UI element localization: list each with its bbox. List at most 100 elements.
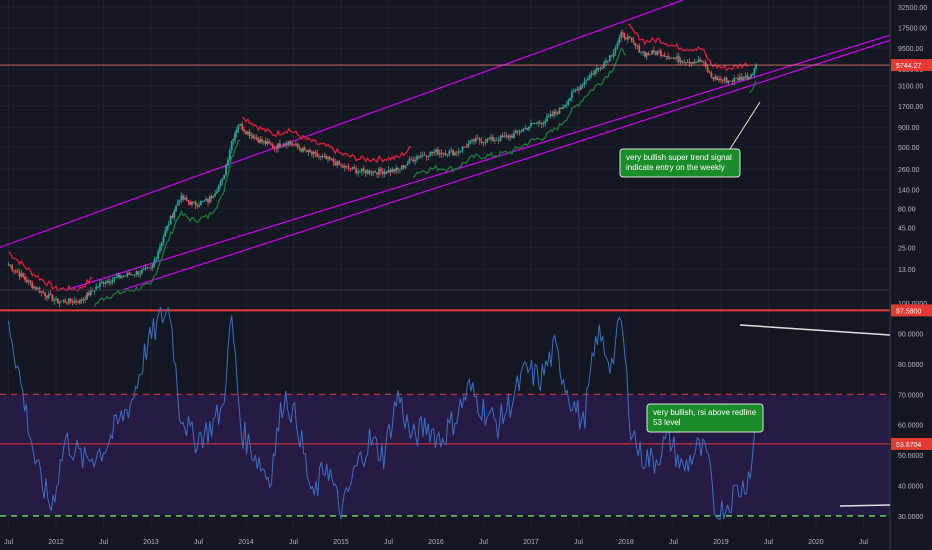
candle-body <box>511 135 513 138</box>
time-tick-label: 2019 <box>713 539 729 546</box>
channel-line[interactable] <box>122 39 891 291</box>
candle-body <box>296 143 299 148</box>
candle-body <box>262 140 265 142</box>
price-axis[interactable]: 32500.0017500.009500.005100.003100.00170… <box>891 5 932 274</box>
candle-body <box>474 137 477 142</box>
rsi-note-box <box>646 403 764 433</box>
rsi-trend-line[interactable] <box>739 324 891 336</box>
candle-body <box>183 197 186 200</box>
candle-body <box>661 55 664 56</box>
candle-body <box>113 277 116 280</box>
candle-body <box>119 274 121 278</box>
candle-body <box>325 155 328 159</box>
channel-line[interactable] <box>0 0 684 248</box>
candle-body <box>221 179 224 182</box>
candle-body <box>594 70 596 75</box>
candle-body <box>733 77 736 82</box>
time-tick-label: 2017 <box>523 539 539 546</box>
rsi-tick-label: 70.0000 <box>898 392 923 399</box>
candle-body <box>410 159 413 161</box>
candle-body <box>551 114 554 116</box>
candle-body <box>284 144 287 146</box>
candle-body <box>82 299 85 301</box>
price-panel[interactable] <box>0 0 891 308</box>
candle-body <box>191 201 193 205</box>
candle-body <box>330 158 333 160</box>
candle-body <box>189 202 192 205</box>
candle-body <box>516 130 519 132</box>
price-tick-label: 25.00 <box>898 245 916 252</box>
candle-body <box>744 75 747 78</box>
candle-body <box>25 279 28 282</box>
candle-body <box>207 199 209 203</box>
rsi-badge <box>891 304 932 317</box>
supertrend-note-box <box>619 148 741 178</box>
candle-body <box>153 259 156 264</box>
candle-body <box>146 267 149 269</box>
candle-body <box>287 141 290 146</box>
candle-body <box>710 72 713 78</box>
candle-body <box>277 143 279 149</box>
candle-body <box>167 224 170 226</box>
candle-body <box>416 156 418 160</box>
candle-body <box>649 54 652 56</box>
candle-body <box>524 127 527 129</box>
candle-body <box>334 162 337 166</box>
time-axis[interactable]: Jul 2012 Jul 2013 Jul 2014 Jul 2015 Jul 2016 Jul 20… <box>4 539 868 546</box>
candle-body <box>16 271 19 273</box>
candle-body <box>33 286 36 289</box>
supertrend-down-line <box>627 23 749 72</box>
candle-body <box>482 141 485 143</box>
candle-body <box>530 123 532 127</box>
candle-body <box>436 149 439 155</box>
rsi-support-line[interactable] <box>839 504 891 507</box>
candle-body <box>486 138 489 143</box>
candle-body <box>312 151 315 155</box>
candle-body <box>217 185 220 192</box>
candle-body <box>735 77 738 79</box>
candle-body <box>379 168 382 172</box>
candle-body <box>316 153 319 157</box>
rsi-note-line-1: very bullish, rsi above redline <box>653 408 757 417</box>
candle-body <box>592 73 595 75</box>
time-tick-label: Jul <box>384 539 393 546</box>
candle-body <box>259 139 262 143</box>
candle-body <box>423 154 426 156</box>
price-tick-label: 900.00 <box>898 125 920 132</box>
candle-body <box>223 175 226 180</box>
candle-body <box>178 200 181 203</box>
rsi-axis[interactable]: 100.000090.000080.000070.000060.000050.0… <box>891 301 932 521</box>
candle-body <box>80 299 83 301</box>
candle-body <box>739 76 741 81</box>
candle-body <box>503 135 506 137</box>
price-tick-label: 140.00 <box>898 188 920 195</box>
time-tick-label: 2014 <box>238 539 254 546</box>
candle-body <box>131 274 134 276</box>
price-tick-label: 32500.00 <box>898 5 927 12</box>
candle-body <box>667 56 669 59</box>
candle-body <box>159 246 161 252</box>
candle-body <box>708 71 711 73</box>
time-tick-label: Jul <box>99 539 108 546</box>
candle-body <box>180 195 183 201</box>
candle-body <box>501 135 504 137</box>
candle-body <box>130 274 132 276</box>
candle-body <box>599 67 602 69</box>
candle-body <box>203 200 206 202</box>
candle-body <box>370 173 373 175</box>
candle-body <box>699 59 702 62</box>
candle-body <box>86 292 88 300</box>
candle-body <box>73 300 76 303</box>
candle-body <box>56 298 59 304</box>
candle-body <box>606 60 609 62</box>
candle-body <box>542 123 545 125</box>
candle-body <box>157 251 160 258</box>
candle-body <box>257 138 260 143</box>
candle-body <box>576 88 579 91</box>
candle-body <box>208 196 211 203</box>
candle-body <box>471 139 473 141</box>
channel-line[interactable] <box>65 34 891 291</box>
rsi-badge <box>891 437 932 450</box>
price-tick-label: 500.00 <box>898 145 920 152</box>
candle-body <box>574 90 577 92</box>
